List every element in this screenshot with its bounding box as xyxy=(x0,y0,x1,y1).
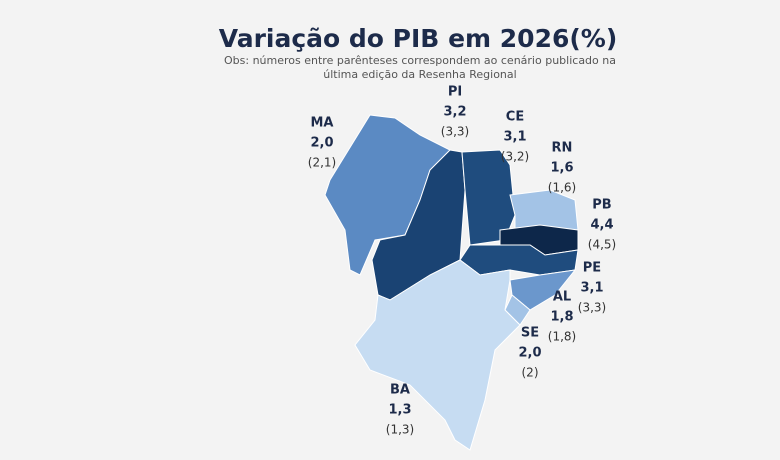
state-code: PB xyxy=(592,198,611,213)
title: Variação do PIB em 2026(%) xyxy=(219,24,618,53)
state-value: 2,0 xyxy=(518,346,541,361)
state-previous: (2) xyxy=(522,366,539,380)
state-value: 1,6 xyxy=(550,161,573,176)
map xyxy=(324,114,579,451)
state-code: MA xyxy=(311,116,334,131)
state-previous: (1,3) xyxy=(386,423,414,437)
subtitle: Obs: números entre parênteses correspond… xyxy=(224,54,616,67)
state xyxy=(461,149,516,246)
state-previous: (3,3) xyxy=(441,125,469,139)
state-value: 1,3 xyxy=(388,403,411,418)
state-code: AL xyxy=(553,290,571,305)
state-previous: (3,3) xyxy=(578,301,606,315)
state-value: 1,8 xyxy=(550,310,573,325)
state-code: PE xyxy=(583,261,601,276)
state xyxy=(354,259,521,451)
state-code: BA xyxy=(390,383,410,398)
state-previous: (3,2) xyxy=(501,150,529,164)
state-previous: (1,8) xyxy=(548,330,576,344)
state-previous: (4,5) xyxy=(588,238,616,252)
subtitle: última edição da Resenha Regional xyxy=(323,68,516,81)
state-code: RN xyxy=(552,141,573,156)
state-code: CE xyxy=(506,110,524,125)
state-value: 3,1 xyxy=(503,130,526,145)
state-value: 3,2 xyxy=(443,105,466,120)
state-code: PI xyxy=(448,85,462,100)
labels: MA 2,0 (2,1) PI 3,2 (3,3) CE 3,1 (3,2) RN 1,6 (1,6)… xyxy=(308,85,616,437)
state-code: SE xyxy=(521,326,539,341)
state-previous: (1,6) xyxy=(548,181,576,195)
state-value: 4,4 xyxy=(590,218,613,233)
state-value: 3,1 xyxy=(580,281,603,296)
state-value: 2,0 xyxy=(310,136,333,151)
state-previous: (2,1) xyxy=(308,156,336,170)
